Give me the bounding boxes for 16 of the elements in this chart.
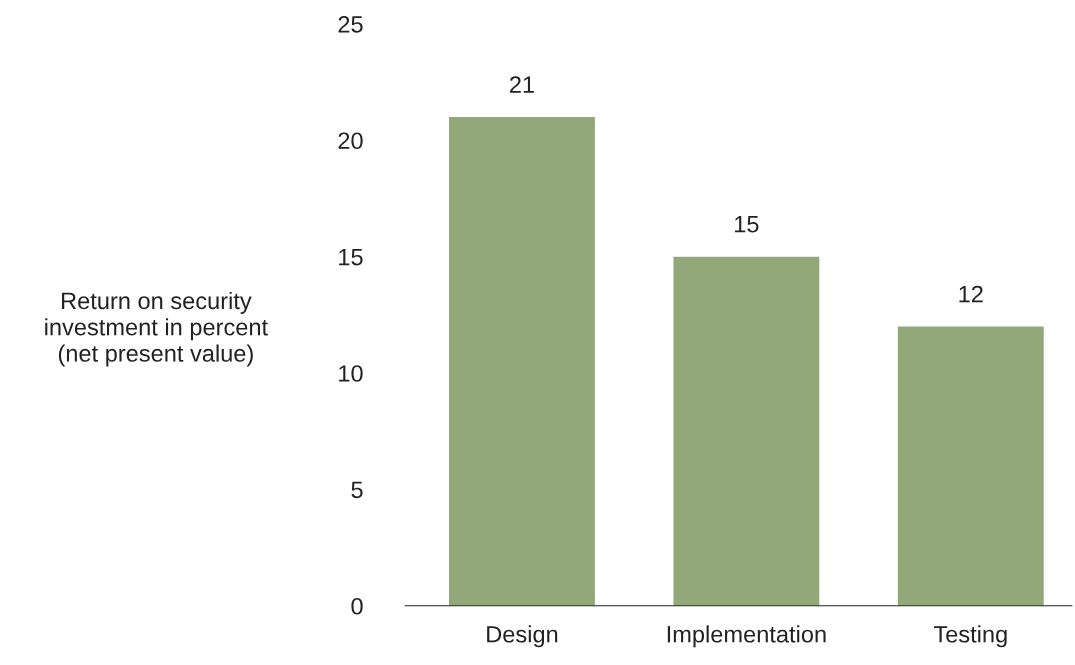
- x-tick-label: Design: [487, 625, 558, 648]
- bar: [897, 326, 1044, 606]
- y-tick-label: 15: [339, 249, 363, 266]
- bar: [449, 117, 595, 606]
- data-label: 15: [735, 216, 759, 233]
- y-tick-label: 5: [351, 481, 363, 499]
- x-tick-label: Implementation: [667, 625, 826, 648]
- y-axis-title: Return on security investment in percent (net present value): [45, 291, 268, 367]
- bar: [673, 256, 820, 606]
- x-tick-label: Testing: [933, 625, 1007, 648]
- y-tick-label: 0: [351, 597, 363, 615]
- data-label: 12: [959, 285, 983, 303]
- data-label: 21: [510, 76, 534, 93]
- y-tick-label: 20: [338, 132, 363, 150]
- y-tick-label: 25: [338, 16, 363, 33]
- y-tick-label: 10: [339, 365, 363, 382]
